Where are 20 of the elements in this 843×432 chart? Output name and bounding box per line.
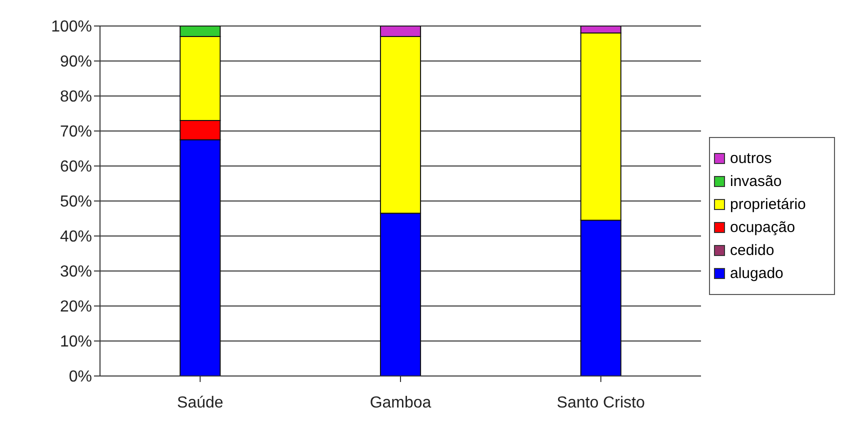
legend-label: ocupação: [730, 219, 796, 236]
y-tick-label: 90%: [60, 54, 92, 71]
y-tick-label: 60%: [60, 158, 92, 176]
y-tick-label: 40%: [60, 228, 92, 246]
legend-label: invasão: [730, 173, 782, 190]
legend-label: alugado: [730, 265, 784, 282]
y-tick-label: 10%: [60, 334, 92, 351]
y-tick-label: 70%: [60, 124, 92, 141]
legend-label: cedido: [730, 242, 774, 259]
legend-label: proprietário: [730, 196, 806, 213]
y-tick-label: 50%: [60, 194, 92, 211]
y-tick-label: 100%: [51, 18, 92, 36]
y-tick-label: 80%: [60, 88, 92, 106]
x-tick-label: Saúde: [177, 394, 224, 412]
x-tick-label: Santo Cristo: [556, 394, 645, 412]
y-tick-label: 20%: [60, 298, 92, 316]
legend-label: outros: [730, 150, 772, 167]
y-tick-label: 0%: [68, 368, 92, 386]
y-tick-label: 30%: [60, 264, 92, 281]
x-tick-label: Gamboa: [370, 394, 432, 412]
